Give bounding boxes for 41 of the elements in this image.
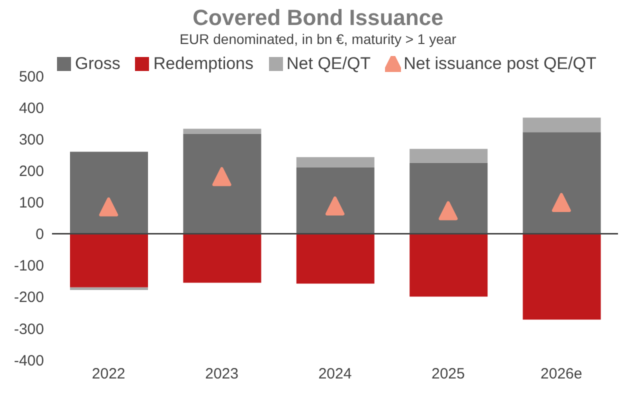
y-tick-label: -400: [14, 352, 44, 370]
y-tick-label: 500: [18, 68, 44, 86]
bar: [70, 234, 148, 288]
bar: [70, 152, 148, 234]
point: [438, 201, 458, 220]
bar: [183, 134, 262, 234]
bar: [410, 234, 488, 297]
chart-title: Covered Bond Issuance: [192, 5, 444, 30]
y-tick-label: 200: [18, 162, 44, 180]
bar: [296, 168, 374, 234]
legend-label: Gross: [74, 54, 120, 74]
point: [552, 192, 571, 212]
bar: [183, 128, 262, 134]
legend-label: Net issuance post QE/QT: [402, 54, 596, 74]
bar: [522, 132, 601, 234]
x-tick-label: 2023: [205, 366, 238, 383]
x-tick-label: 2022: [92, 366, 126, 383]
bar: [296, 234, 374, 284]
bar: [70, 287, 148, 290]
point: [326, 196, 344, 216]
bar: [522, 118, 601, 132]
point: [212, 167, 232, 186]
bar: [522, 234, 601, 320]
y-tick-label: -200: [14, 289, 44, 306]
bar: [410, 148, 488, 163]
y-tick-label: -300: [14, 320, 44, 338]
chart-subtitle: EUR denominated, in bn €, maturity > 1 year: [178, 30, 458, 48]
x-tick-label: 2025: [432, 366, 465, 383]
y-tick-label: 400: [18, 100, 44, 117]
point: [99, 197, 118, 216]
y-tick-label: -100: [14, 258, 44, 275]
bar: [410, 162, 488, 234]
legend-label: Redemptions: [152, 54, 254, 74]
x-tick-label: 2024: [318, 366, 352, 383]
legend-label: Net QE/QT: [286, 54, 371, 74]
bar: [296, 157, 374, 168]
y-tick-label: 0: [36, 226, 44, 244]
y-tick-label: 300: [18, 131, 44, 148]
x-tick-label: 2026e: [540, 366, 582, 383]
bar: [183, 234, 262, 283]
y-tick-label: 100: [18, 194, 44, 212]
